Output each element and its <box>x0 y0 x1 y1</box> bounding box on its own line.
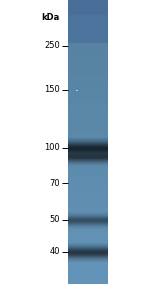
Text: 250: 250 <box>44 41 60 51</box>
Text: 70: 70 <box>49 179 60 187</box>
Text: 150: 150 <box>44 85 60 95</box>
Text: 50: 50 <box>49 216 60 224</box>
Text: 100: 100 <box>44 143 60 153</box>
Text: kDa: kDa <box>42 14 60 22</box>
Text: 40: 40 <box>49 247 60 256</box>
